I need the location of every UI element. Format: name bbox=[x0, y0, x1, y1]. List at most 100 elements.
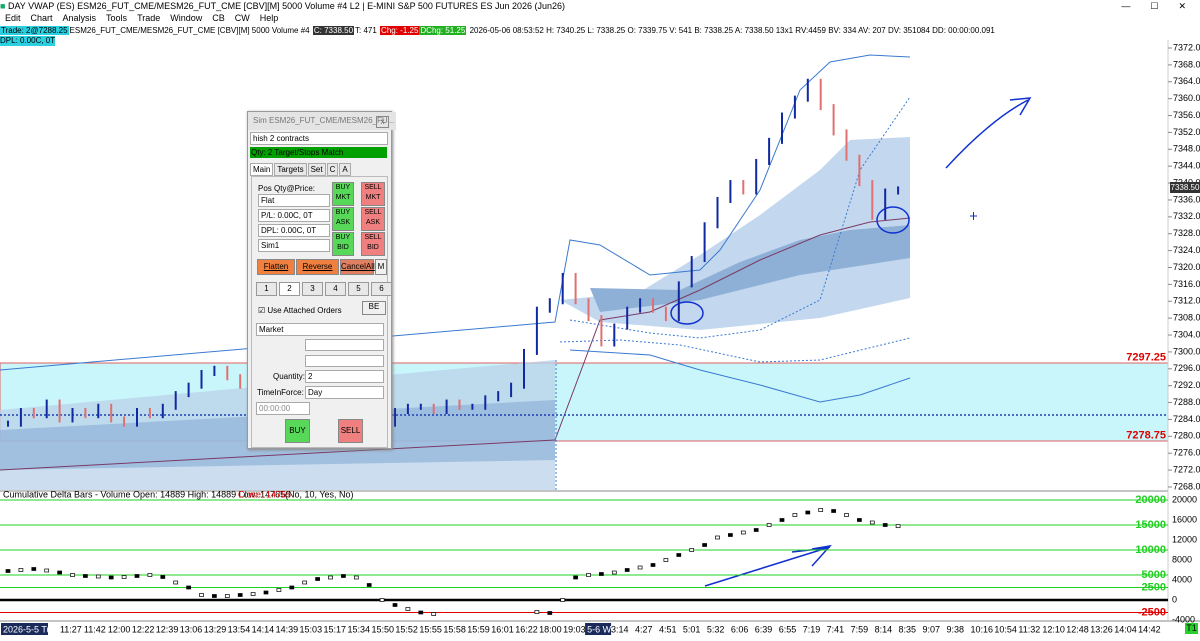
reverse[interactable]: Reverse bbox=[296, 259, 339, 275]
sell-ask[interactable]: SELL ASK bbox=[361, 207, 385, 231]
tab[interactable]: C bbox=[326, 163, 339, 176]
position-label: Pos Qty@Price: bbox=[258, 184, 316, 193]
time-label: 14:39 bbox=[276, 624, 299, 634]
time-label: 13:26 bbox=[1090, 624, 1113, 634]
attached-checkbox[interactable]: ☑ Use Attached Orders bbox=[258, 306, 342, 315]
delta-bar bbox=[263, 590, 269, 595]
time-label: 12:48 bbox=[1066, 624, 1089, 634]
sell[interactable]: SELL bbox=[338, 419, 363, 443]
attached-label: Use Attached Orders bbox=[267, 306, 342, 315]
delta-axis-label: 16000 bbox=[1172, 514, 1197, 524]
sell-market[interactable]: SELL MKT bbox=[361, 182, 385, 206]
time-label: 15:52 bbox=[395, 624, 418, 634]
price-label: 7284.00 bbox=[1173, 414, 1200, 424]
delta-bar bbox=[70, 573, 75, 577]
vwap-band bbox=[560, 137, 910, 330]
delta-bar bbox=[31, 567, 37, 571]
time-label: 2026-5-5 Tu bbox=[3, 624, 52, 634]
delta-level-label: 2500 bbox=[1142, 581, 1166, 593]
buy-bid[interactable]: BUY BID bbox=[332, 232, 354, 256]
buy-market[interactable]: BUY MKT bbox=[332, 182, 354, 206]
quantity-button[interactable]: 5 bbox=[348, 282, 369, 296]
tab[interactable]: Targets bbox=[274, 163, 307, 176]
cancel-all[interactable]: CancelAll bbox=[340, 259, 375, 275]
price-field[interactable] bbox=[305, 355, 384, 367]
window-controls[interactable]: — ☐ ✕ bbox=[1121, 1, 1186, 11]
tab[interactable]: Set bbox=[307, 163, 326, 176]
menu-item[interactable]: Window bbox=[170, 13, 203, 23]
delta-bar bbox=[431, 612, 437, 616]
menu-item[interactable]: Edit bbox=[5, 13, 21, 23]
menu-item[interactable]: Trade bbox=[137, 13, 161, 23]
flatten[interactable]: Flatten bbox=[257, 259, 295, 275]
time[interactable]: 00:00:00 bbox=[256, 402, 310, 415]
be[interactable]: BE bbox=[362, 301, 386, 315]
delta-bar bbox=[753, 528, 759, 532]
level-label: 7278.75 bbox=[1126, 430, 1166, 442]
dpl: DPL: 0.00C, 0T bbox=[258, 224, 330, 237]
quantity-button[interactable]: 4 bbox=[325, 282, 346, 296]
mode[interactable]: M bbox=[375, 259, 387, 275]
delta-bar bbox=[18, 568, 24, 572]
delta-bar bbox=[599, 572, 604, 576]
delta-bar bbox=[121, 575, 127, 579]
time-label: 11:27 bbox=[60, 624, 82, 634]
tab[interactable]: Main bbox=[250, 163, 274, 176]
buy[interactable]: BUY bbox=[285, 419, 310, 443]
price-field[interactable] bbox=[305, 339, 384, 351]
delta-bar bbox=[818, 508, 824, 512]
time-label: 15:55 bbox=[419, 624, 442, 634]
delta-bar bbox=[44, 568, 50, 573]
date-bg bbox=[585, 623, 612, 635]
strategy-select[interactable]: hish 2 contracts bbox=[250, 132, 388, 145]
menu-item[interactable]: Tools bbox=[106, 13, 128, 23]
time-label: 4:51 bbox=[659, 624, 677, 634]
delta-bar bbox=[715, 535, 720, 540]
delta-bar bbox=[379, 598, 385, 602]
annotation-arrow bbox=[945, 97, 1032, 169]
time-label: 5:32 bbox=[707, 624, 725, 634]
lower-band-dashed bbox=[559, 337, 911, 363]
delta-bar bbox=[83, 574, 88, 578]
sell-bid[interactable]: SELL BID bbox=[361, 232, 385, 256]
symbol: ESM26_FUT_CME/MESM26_FUT_CME [CBV][M] 50… bbox=[69, 26, 310, 35]
menu-item[interactable]: Help bbox=[259, 13, 279, 23]
price-label: 7364.00 bbox=[1173, 76, 1200, 86]
delta-axis-label: 8000 bbox=[1172, 554, 1192, 564]
tab[interactable]: A bbox=[339, 163, 351, 176]
lower-band bbox=[569, 349, 911, 403]
time-label: 19:03 bbox=[563, 624, 586, 634]
price-label: 7352.00 bbox=[1173, 127, 1200, 137]
quantity-button[interactable]: 6 bbox=[371, 282, 392, 296]
menu-item[interactable]: Analysis bbox=[62, 13, 97, 23]
price-label: 7328.00 bbox=[1173, 228, 1200, 238]
quantity-button[interactable]: 1 bbox=[256, 282, 277, 296]
tif[interactable]: Day bbox=[305, 386, 384, 399]
delta-bar bbox=[663, 558, 669, 562]
time-label: 9:07 bbox=[923, 624, 941, 634]
buy-ask[interactable]: BUY ASK bbox=[332, 207, 354, 231]
quantity[interactable]: 2 bbox=[305, 370, 384, 383]
delta-params: (No, 10, Yes, No) bbox=[285, 489, 354, 499]
close: C: 7338.50 bbox=[312, 26, 355, 35]
level-label: 7297.25 bbox=[1126, 351, 1166, 363]
time-label: 8:35 bbox=[899, 624, 917, 634]
menu-item[interactable]: CW bbox=[234, 13, 250, 23]
time-label: 7:41 bbox=[827, 624, 845, 634]
delta-bar bbox=[882, 523, 888, 527]
panel-close[interactable]: x bbox=[376, 116, 389, 128]
time-label: 15:50 bbox=[371, 624, 394, 634]
account[interactable]: Sim1 bbox=[258, 239, 330, 252]
delta-bar bbox=[805, 510, 811, 515]
quantity-button[interactable]: 2 bbox=[279, 282, 300, 296]
vwap-line bbox=[0, 217, 911, 471]
delta-bar bbox=[315, 577, 320, 581]
delta-level-label: -2500 bbox=[1138, 606, 1166, 618]
menu-item[interactable]: CB bbox=[212, 13, 225, 23]
time-label: 16:01 bbox=[491, 624, 514, 634]
quantity-button[interactable]: 3 bbox=[302, 282, 323, 296]
delta-bar bbox=[392, 603, 398, 607]
order-type[interactable]: Market bbox=[256, 323, 384, 336]
time-label: 4:27 bbox=[635, 624, 653, 634]
menu-item[interactable]: Chart bbox=[30, 13, 53, 23]
